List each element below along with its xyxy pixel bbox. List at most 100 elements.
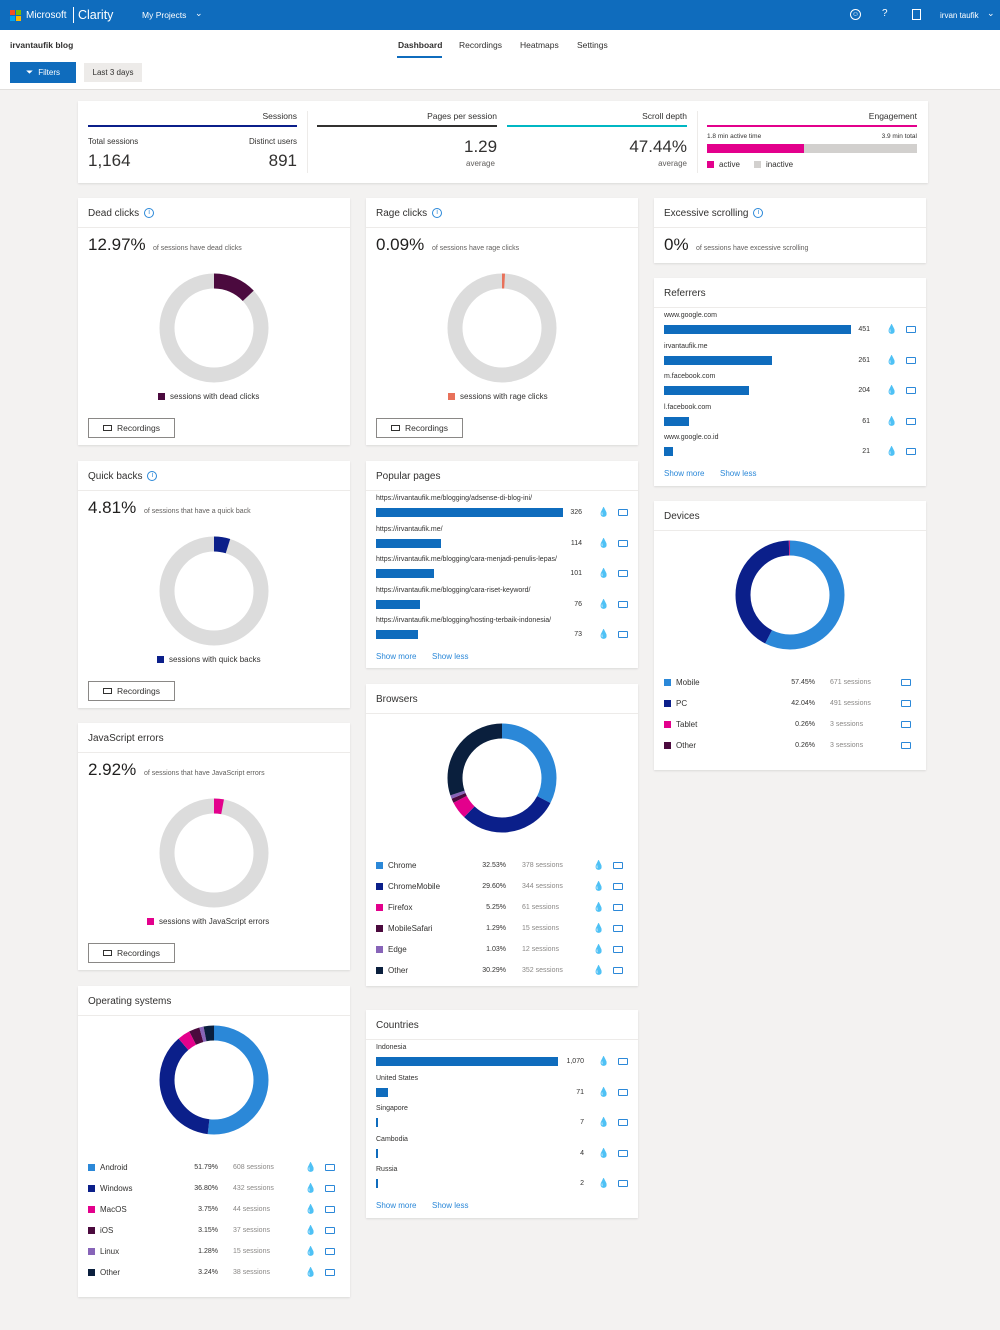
tab-dashboard[interactable]: Dashboard xyxy=(398,40,443,50)
heatmap-icon[interactable]: 💧 xyxy=(593,923,605,933)
product-name[interactable]: Clarity xyxy=(78,8,114,22)
donut-segment-value[interactable] xyxy=(159,798,269,908)
heatmap-icon[interactable]: 💧 xyxy=(598,1117,610,1127)
recordings-icon[interactable] xyxy=(618,1088,628,1096)
recordings-icon[interactable] xyxy=(618,1119,628,1126)
heatmap-icon[interactable]: 💧 xyxy=(305,1204,317,1214)
recordings-icon[interactable] xyxy=(901,679,911,686)
show-more-link[interactable]: Show more xyxy=(664,469,705,478)
projects-dropdown[interactable]: My Projects xyxy=(142,10,187,20)
heatmap-icon[interactable]: 💧 xyxy=(598,568,610,578)
donut-segment-pc[interactable] xyxy=(735,540,845,650)
recordings-icon[interactable] xyxy=(618,1180,628,1187)
row-label[interactable]: https://irvantaufik.me/ xyxy=(376,525,443,533)
heatmap-icon[interactable]: 💧 xyxy=(598,537,610,548)
document-icon[interactable] xyxy=(912,9,921,20)
tab-settings[interactable]: Settings xyxy=(577,40,608,50)
heatmap-icon[interactable]: 💧 xyxy=(593,881,605,891)
heatmap-icon[interactable]: 💧 xyxy=(593,944,605,954)
recordings-button[interactable]: Recordings xyxy=(376,418,463,438)
recordings-icon[interactable] xyxy=(325,1227,335,1234)
tab-recordings[interactable]: Recordings xyxy=(459,40,502,50)
heatmap-icon[interactable]: 💧 xyxy=(305,1225,317,1235)
recordings-button[interactable]: Recordings xyxy=(88,681,175,701)
recordings-button[interactable]: Recordings xyxy=(88,943,175,963)
donut-segment-value[interactable] xyxy=(447,273,557,383)
row-label[interactable]: irvantaufik.me xyxy=(664,342,708,350)
donut-segment-value[interactable] xyxy=(159,536,269,646)
tab-heatmaps[interactable]: Heatmaps xyxy=(520,40,559,50)
recordings-icon[interactable] xyxy=(325,1269,335,1276)
row-label[interactable]: United States xyxy=(376,1074,419,1082)
recordings-icon[interactable] xyxy=(901,721,911,728)
row-label[interactable]: Singapore xyxy=(376,1105,408,1112)
recordings-icon[interactable] xyxy=(906,387,916,394)
heatmap-icon[interactable]: 💧 xyxy=(305,1162,317,1172)
recordings-icon[interactable] xyxy=(901,742,911,749)
help-icon[interactable]: ? xyxy=(882,8,888,19)
recordings-icon[interactable] xyxy=(618,600,628,608)
heatmap-icon[interactable]: 💧 xyxy=(593,965,605,975)
donut-segment-value[interactable] xyxy=(159,273,269,383)
chevron-down-icon[interactable]: ⌄ xyxy=(195,8,203,18)
recordings-icon[interactable] xyxy=(325,1164,335,1171)
heatmap-icon[interactable]: 💧 xyxy=(593,860,605,870)
heatmap-icon[interactable]: 💧 xyxy=(305,1267,317,1277)
recordings-icon[interactable] xyxy=(618,1149,628,1157)
recordings-icon[interactable] xyxy=(325,1185,335,1192)
donut-segment-windows[interactable] xyxy=(159,1025,269,1135)
row-label[interactable]: l.facebook.com xyxy=(664,403,712,411)
heatmap-icon[interactable]: 💧 xyxy=(305,1246,317,1256)
heatmap-icon[interactable]: 💧 xyxy=(305,1183,317,1193)
info-icon[interactable]: i xyxy=(432,208,443,219)
recordings-icon[interactable] xyxy=(613,925,623,932)
donut-segment-other[interactable] xyxy=(159,1025,269,1135)
recordings-icon[interactable] xyxy=(613,967,623,974)
heatmap-icon[interactable]: 💧 xyxy=(598,507,610,517)
heatmap-icon[interactable]: 💧 xyxy=(593,902,605,912)
row-label[interactable]: Cambodia xyxy=(376,1135,408,1143)
show-more-link[interactable]: Show more xyxy=(376,1201,417,1210)
row-label[interactable]: www.google.com xyxy=(664,312,717,319)
show-less-link[interactable]: Show less xyxy=(432,1201,469,1210)
recordings-icon[interactable] xyxy=(618,631,628,638)
user-menu[interactable]: irvan taufik xyxy=(940,11,979,20)
recordings-icon[interactable] xyxy=(618,1058,628,1065)
show-less-link[interactable]: Show less xyxy=(432,652,469,661)
heatmap-icon[interactable]: 💧 xyxy=(886,415,898,426)
row-label[interactable]: https://irvantaufik.me/blogging/hosting-… xyxy=(376,617,552,624)
row-label[interactable]: Indonesia xyxy=(376,1044,407,1051)
donut-segment-other[interactable] xyxy=(735,540,845,650)
recordings-icon[interactable] xyxy=(618,539,628,547)
recordings-icon[interactable] xyxy=(901,700,911,707)
row-label[interactable]: https://irvantaufik.me/blogging/adsense-… xyxy=(376,495,533,502)
recordings-icon[interactable] xyxy=(325,1206,335,1213)
info-icon[interactable]: i xyxy=(753,208,764,219)
row-label[interactable]: www.google.co.id xyxy=(664,434,719,441)
row-label[interactable]: m.facebook.com xyxy=(664,373,716,380)
recordings-icon[interactable] xyxy=(906,326,916,333)
heatmap-icon[interactable]: 💧 xyxy=(598,1147,610,1158)
feedback-smile-icon[interactable]: ☺ xyxy=(850,9,861,20)
recordings-icon[interactable] xyxy=(618,570,628,577)
filters-button[interactable]: ⏷ Filters xyxy=(10,62,76,83)
row-label[interactable]: Russia xyxy=(376,1166,398,1173)
heatmap-icon[interactable]: 💧 xyxy=(598,1178,610,1188)
recordings-icon[interactable] xyxy=(613,946,623,953)
recordings-icon[interactable] xyxy=(613,883,623,890)
info-icon[interactable]: i xyxy=(147,471,158,482)
recordings-icon[interactable] xyxy=(906,356,916,364)
heatmap-icon[interactable]: 💧 xyxy=(886,324,898,334)
recordings-icon[interactable] xyxy=(613,862,623,869)
heatmap-icon[interactable]: 💧 xyxy=(886,354,898,365)
chevron-down-icon[interactable]: ⌄ xyxy=(987,8,995,18)
show-less-link[interactable]: Show less xyxy=(720,469,757,478)
show-more-link[interactable]: Show more xyxy=(376,652,417,661)
recordings-icon[interactable] xyxy=(618,509,628,516)
donut-segment-other[interactable] xyxy=(447,723,557,833)
row-label[interactable]: https://irvantaufik.me/blogging/cara-men… xyxy=(376,556,557,563)
heatmap-icon[interactable]: 💧 xyxy=(886,446,898,456)
recordings-icon[interactable] xyxy=(906,417,916,425)
heatmap-icon[interactable]: 💧 xyxy=(598,629,610,639)
recordings-button[interactable]: Recordings xyxy=(88,418,175,438)
